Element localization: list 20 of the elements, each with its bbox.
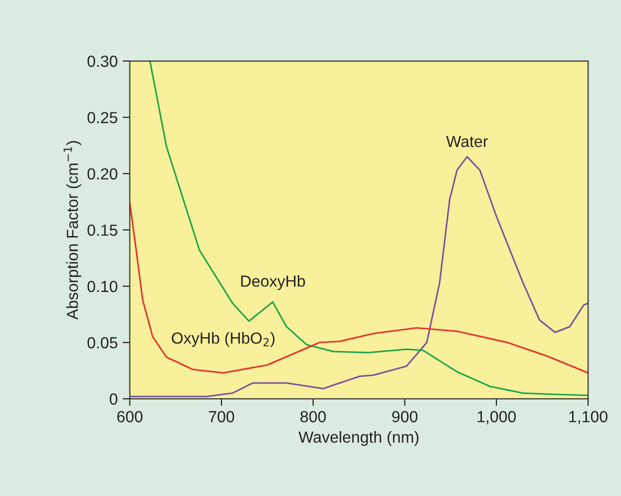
y-tick-label: 0.15 (88, 224, 118, 236)
x-tick-label: 900 (392, 411, 418, 422)
x-tick-label: 1,000 (478, 411, 516, 424)
x-axis-title: Wavelength (nm) (298, 431, 418, 446)
y-tick-label: 0.25 (88, 112, 118, 124)
series-label: OxyHb (HbO$_{2}$) (172, 332, 274, 347)
x-tick-label: 600 (117, 411, 142, 422)
y-tick-label: 0.30 (88, 56, 118, 67)
x-tick-label: 700 (208, 411, 234, 422)
line-series (149, 61, 588, 396)
y-tick-label: 0 (110, 393, 118, 405)
y-tick-label: 0.05 (88, 337, 118, 348)
series-label: DeoxyHb (241, 275, 305, 290)
y-axis-title: Absorption Factor (cm$^{−1}$) (64, 141, 82, 320)
y-tick-label: 0.20 (88, 168, 118, 180)
x-tick-label: 1,100 (569, 411, 608, 424)
y-tick-label: 0.10 (88, 280, 118, 292)
line-series (130, 202, 588, 374)
series-label: Water (446, 136, 488, 148)
x-tick-label: 800 (300, 411, 326, 422)
